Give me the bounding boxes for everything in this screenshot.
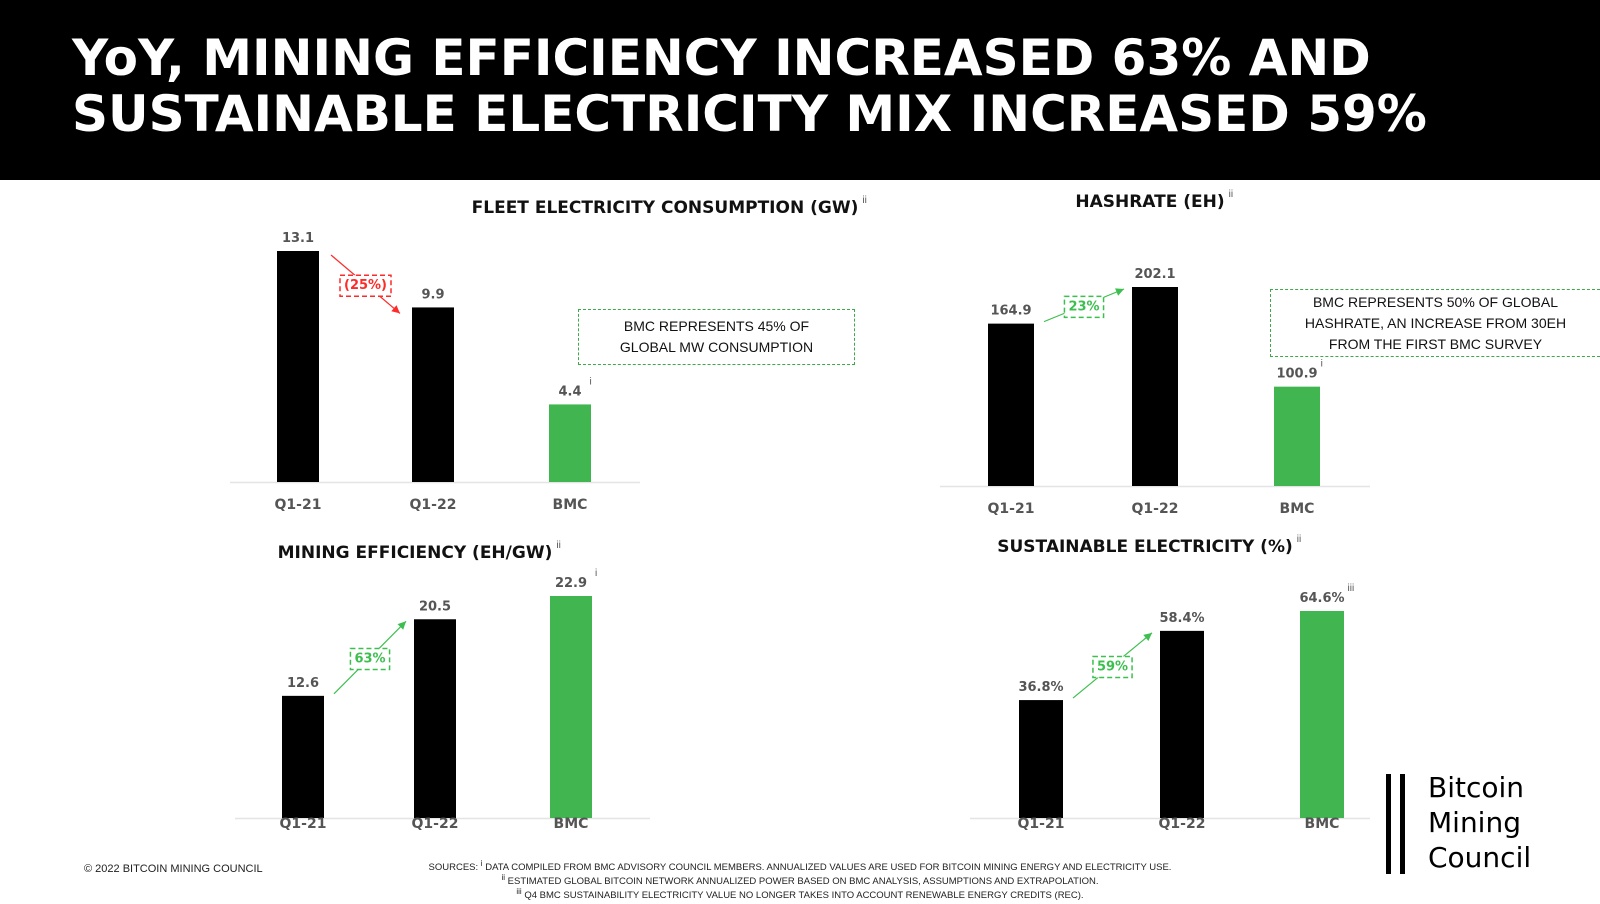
category-label: Q1-22: [410, 497, 457, 513]
value-footnote: iii: [1348, 583, 1355, 594]
category-label: BMC: [553, 497, 588, 513]
chart-sustainable-electricity: SUSTAINABLE ELECTRICITY (%) ii 36.8% Q1-21 5…: [960, 530, 1380, 840]
value-label: 36.8%: [1018, 680, 1063, 695]
bar-q1-22: [414, 619, 456, 818]
value-label: 164.9: [990, 304, 1031, 319]
bar-q1-22: [1160, 630, 1204, 818]
chart-hashrate: HASHRATE (EH) ii 164.9 Q1-21 202.1 Q1-22 100.9…: [940, 180, 1380, 530]
change-label: 63%: [354, 652, 385, 667]
slide-title: YoY, MINING EFFICIENCY INCREASED 63% AND…: [72, 30, 1427, 142]
change-box: [1063, 295, 1105, 319]
source-line-3: iii Q4 BMC SUSTAINABILITY ELECTRICITY VA…: [516, 887, 1084, 902]
category-label: Q1-22: [1132, 501, 1179, 517]
value-footnote: i: [595, 568, 597, 579]
copyright: © 2022 BITCOIN MINING COUNCIL: [84, 863, 263, 875]
slide-title-line-2: SUSTAINABLE ELECTRICITY MIX INCREASED 59…: [72, 85, 1427, 143]
value-label: 100.9: [1276, 367, 1317, 382]
logo-bar-left: [1386, 774, 1391, 874]
value-label: 64.6%: [1299, 591, 1344, 606]
logo-bar-right: [1400, 774, 1405, 874]
value-label: 12.6: [287, 676, 319, 691]
value-label: 22.9: [555, 576, 587, 591]
change-box: [1092, 655, 1133, 679]
category-label: Q1-22: [1159, 816, 1206, 832]
value-label: 202.1: [1134, 267, 1175, 282]
bar-q1-21: [277, 251, 319, 482]
bar-q1-22: [412, 307, 454, 482]
chart-title-footnote: ii: [556, 540, 560, 551]
change-box: [349, 647, 391, 671]
value-label: 9.9: [421, 287, 444, 302]
sources-footnotes: SOURCES: i DATA COMPILED FROM BMC ADVISO…: [300, 859, 1300, 901]
value-footnote: i: [1321, 359, 1323, 370]
chart-title-footnote: ii: [862, 195, 866, 206]
change-arrow-head-icon: [391, 305, 400, 314]
chart-title: MINING EFFICIENCY (EH/GW): [278, 543, 553, 563]
category-label: BMC: [1280, 501, 1315, 517]
change-box: [339, 274, 392, 297]
bar-q1-21: [282, 695, 324, 818]
value-label: 58.4%: [1159, 611, 1204, 626]
chart-svg: MINING EFFICIENCY (EH/GW) ii 12.6 Q1-21 20.5…: [235, 540, 650, 832]
note-hashrate-share: BMC REPRESENTS 50% OF GLOBAL HASHRATE, A…: [1270, 289, 1600, 357]
change-label: 23%: [1068, 299, 1099, 314]
category-label: Q1-21: [280, 816, 327, 832]
change-label: 59%: [1097, 659, 1128, 674]
chart-svg: SUSTAINABLE ELECTRICITY (%) ii 36.8% Q1-21 5…: [970, 534, 1370, 832]
bar-bmc: [1274, 386, 1320, 486]
logo-text: Bitcoin Mining Council: [1428, 771, 1532, 874]
bar-bmc: [550, 596, 592, 818]
chart-title-footnote: ii: [1297, 534, 1301, 545]
value-label: 13.1: [282, 231, 314, 246]
change-label: (25%): [344, 278, 387, 293]
change-arrow-head-icon: [397, 621, 406, 630]
change-arrow-head-icon: [1115, 288, 1124, 296]
value-label: 4.4: [558, 384, 581, 399]
chart-fleet-electricity: FLEET ELECTRICITY CONSUMPTION (GW) ii 13.1…: [230, 185, 867, 525]
chart-title: SUSTAINABLE ELECTRICITY (%): [997, 537, 1293, 557]
note-fleet-share: BMC REPRESENTS 45% OF GLOBAL MW CONSUMPT…: [578, 309, 855, 365]
bar-bmc: [1300, 611, 1344, 818]
chart-svg: FLEET ELECTRICITY CONSUMPTION (GW) ii 13.1…: [230, 195, 867, 513]
bar-q1-21: [1019, 700, 1063, 818]
chart-mining-efficiency: MINING EFFICIENCY (EH/GW) ii 12.6 Q1-21 20.5…: [230, 530, 660, 840]
change-arrow-head-icon: [1143, 632, 1152, 642]
bar-q1-21: [988, 323, 1034, 486]
bar-q1-22: [1132, 287, 1178, 486]
category-label: BMC: [554, 816, 589, 832]
bar-bmc: [549, 404, 591, 482]
slide-title-line-1: YoY, MINING EFFICIENCY INCREASED 63% AND: [72, 29, 1371, 87]
chart-title: HASHRATE (EH): [1075, 192, 1224, 212]
value-footnote: i: [590, 376, 592, 387]
value-label: 20.5: [419, 599, 451, 614]
chart-title-footnote: ii: [1229, 189, 1233, 200]
category-label: Q1-22: [412, 816, 459, 832]
category-label: Q1-21: [988, 501, 1035, 517]
source-line-1: SOURCES: i DATA COMPILED FROM BMC ADVISO…: [428, 859, 1172, 874]
category-label: Q1-21: [1018, 816, 1065, 832]
chart-svg: HASHRATE (EH) ii 164.9 Q1-21 202.1 Q1-22 100.9…: [940, 189, 1370, 517]
source-line-2: ii ESTIMATED GLOBAL BITCOIN NETWORK ANNU…: [501, 873, 1099, 888]
bitcoin-mining-council-logo: Bitcoin Mining Council: [1386, 771, 1586, 874]
chart-title: FLEET ELECTRICITY CONSUMPTION (GW): [472, 198, 859, 218]
slide-header: YoY, MINING EFFICIENCY INCREASED 63% AND…: [0, 0, 1600, 180]
category-label: BMC: [1305, 816, 1340, 832]
category-label: Q1-21: [275, 497, 322, 513]
